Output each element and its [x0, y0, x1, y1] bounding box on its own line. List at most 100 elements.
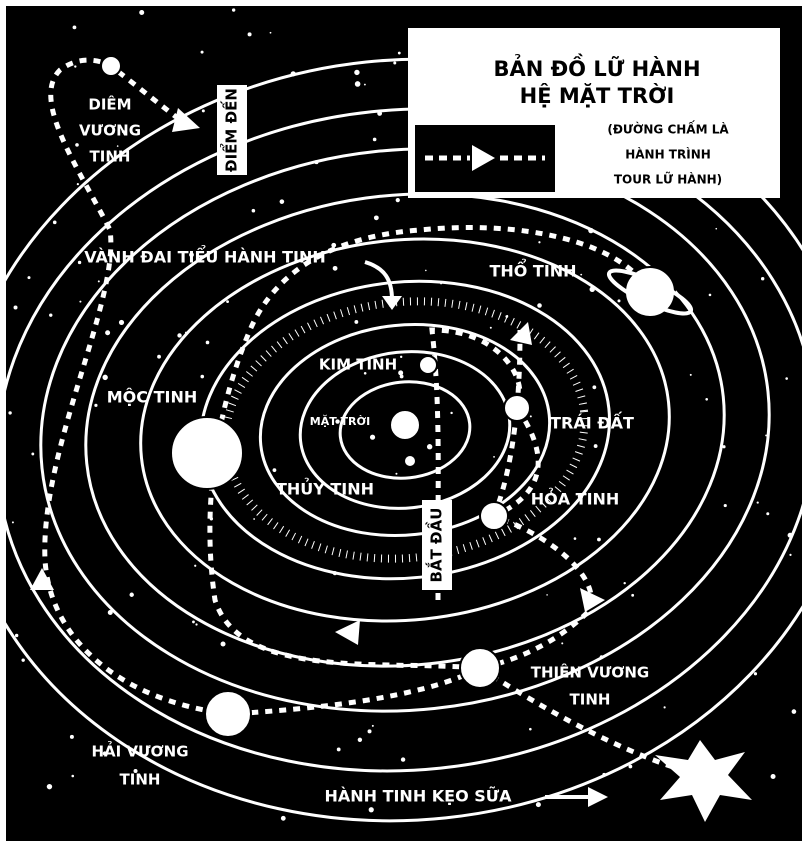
star: [220, 641, 226, 647]
place-label: TRÁI ĐẤT: [550, 412, 634, 433]
route-arrow: [172, 108, 200, 132]
star: [231, 8, 236, 12]
pointer-arrow: [588, 787, 608, 807]
star: [363, 372, 367, 375]
star: [52, 220, 57, 225]
star: [205, 340, 210, 345]
place-label: ĐIỂM ĐẾN: [219, 88, 241, 172]
star: [49, 313, 53, 317]
star: [546, 594, 548, 596]
candy-planet: [655, 740, 752, 822]
star: [331, 242, 337, 248]
label-box: [217, 85, 247, 175]
star: [535, 802, 541, 808]
legend-note: HÀNH TRÌNH: [625, 147, 711, 162]
star: [77, 260, 82, 265]
star: [27, 276, 31, 280]
star: [195, 623, 198, 626]
star: [395, 198, 400, 203]
star: [715, 227, 718, 230]
star: [756, 501, 759, 504]
star: [426, 444, 433, 450]
star: [623, 581, 626, 585]
star: [251, 208, 256, 213]
star: [97, 280, 100, 283]
legend-note: TOUR LỮ HÀNH): [614, 172, 722, 187]
star: [194, 564, 197, 567]
orbit: [39, 147, 771, 713]
star: [133, 769, 138, 774]
star: [201, 109, 205, 113]
venus: [418, 355, 438, 375]
star: [617, 299, 621, 303]
map-title: BẢN ĐỒ LỮ HÀNH: [493, 53, 700, 81]
star: [31, 452, 35, 456]
asteroid-belt: [221, 297, 589, 563]
orbit: [0, 57, 808, 823]
place-label: THỔ TINH: [489, 259, 576, 281]
star: [354, 69, 360, 76]
star: [397, 51, 401, 55]
star: [597, 537, 601, 542]
star: [118, 319, 125, 326]
star: [368, 807, 374, 813]
star: [538, 241, 541, 244]
star: [628, 764, 633, 769]
star: [593, 444, 598, 448]
star: [689, 373, 692, 376]
tour-route: [207, 225, 701, 778]
tour-route: [42, 57, 594, 717]
place-label: DIÊM: [88, 95, 131, 114]
route-arrow: [30, 568, 54, 590]
pointer-arrow: [364, 260, 394, 301]
route-arrow: [510, 322, 532, 345]
route-arrow: [335, 620, 360, 645]
labels: DIÊM VƯƠNG TINH ĐIỂM ĐẾN VÀNH ĐAI TIỂU HÀNH …: [79, 85, 649, 806]
star: [425, 269, 427, 272]
star: [102, 751, 107, 756]
place-label: TINH: [120, 771, 161, 789]
star: [76, 182, 79, 186]
star: [399, 355, 403, 359]
star: [11, 521, 14, 524]
place-label: BẮT ĐẦU: [425, 508, 446, 583]
star: [279, 199, 285, 204]
star: [69, 734, 74, 739]
star: [400, 757, 406, 762]
star: [791, 709, 797, 714]
star: [354, 320, 359, 324]
star: [371, 724, 374, 727]
star: [336, 747, 341, 752]
legend-arrow: [472, 145, 495, 171]
star: [335, 419, 340, 424]
star: [753, 672, 758, 676]
star: [561, 642, 564, 645]
star: [723, 503, 727, 508]
star: [269, 31, 272, 34]
star: [107, 609, 113, 615]
star: [72, 25, 77, 30]
star: [200, 374, 205, 379]
pointer-arrow: [382, 296, 402, 310]
orbit: [139, 237, 671, 623]
star: [200, 50, 204, 54]
star: [280, 815, 286, 821]
star: [13, 305, 18, 310]
place-label: VƯƠNG: [79, 122, 141, 140]
star: [272, 468, 277, 473]
map-title: HỆ MẶT TRỜI: [520, 82, 675, 108]
orbit: [338, 380, 472, 480]
orbits: [0, 57, 808, 823]
place-label: HÀNH TINH KẸO SỮA: [324, 787, 512, 806]
star: [189, 252, 194, 258]
star: [592, 385, 597, 390]
star: [765, 434, 767, 437]
star: [177, 333, 182, 338]
pluto: [100, 55, 122, 77]
star: [529, 727, 532, 731]
star: [75, 143, 79, 147]
star: [354, 81, 361, 87]
star: [367, 729, 372, 734]
sun: [389, 409, 421, 441]
